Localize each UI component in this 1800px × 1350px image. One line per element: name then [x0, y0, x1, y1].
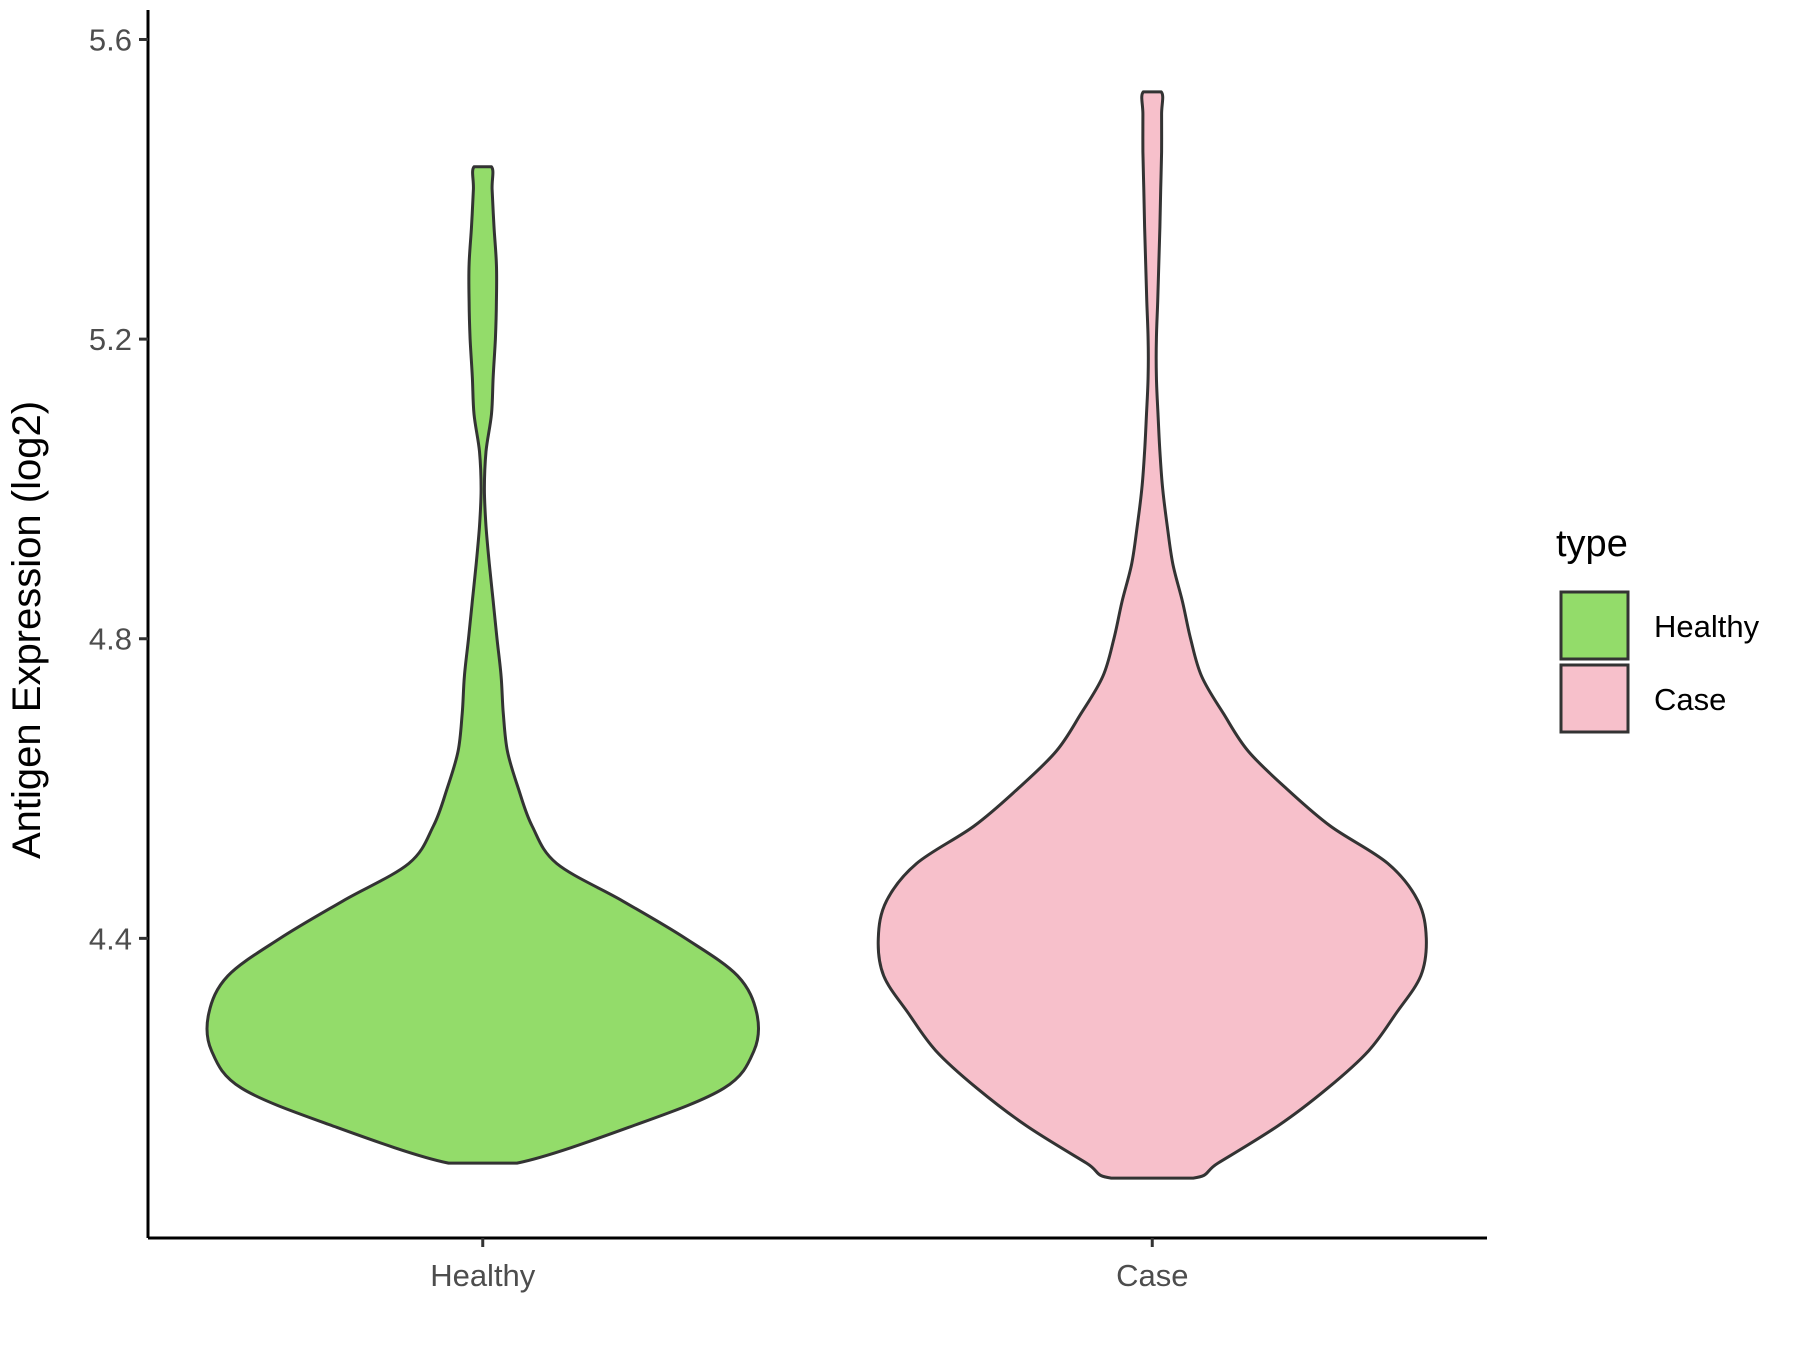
axes: 4.4 4.8 5.2 5.6 Healthy Case: [89, 10, 1487, 1293]
x-tick-label: Healthy: [430, 1258, 536, 1293]
x-tick-label: Case: [1116, 1258, 1188, 1293]
violin-healthy: [205, 165, 761, 1165]
legend-swatch-case: [1559, 663, 1630, 734]
violin-case: [876, 90, 1428, 1180]
y-tick-label: 4.4: [89, 921, 132, 956]
y-tick-label: 5.6: [89, 22, 132, 57]
legend-label-case: Case: [1654, 682, 1726, 717]
y-axis-title: Antigen Expression (log2): [5, 401, 49, 859]
y-tick-label: 4.8: [89, 622, 132, 657]
violin-layer: [205, 90, 1428, 1180]
legend: type Healthy Case: [1556, 523, 1760, 734]
y-tick-label: 5.2: [89, 322, 132, 357]
legend-label-healthy: Healthy: [1654, 609, 1760, 644]
legend-title: type: [1556, 523, 1628, 565]
legend-swatch-healthy: [1559, 590, 1630, 661]
